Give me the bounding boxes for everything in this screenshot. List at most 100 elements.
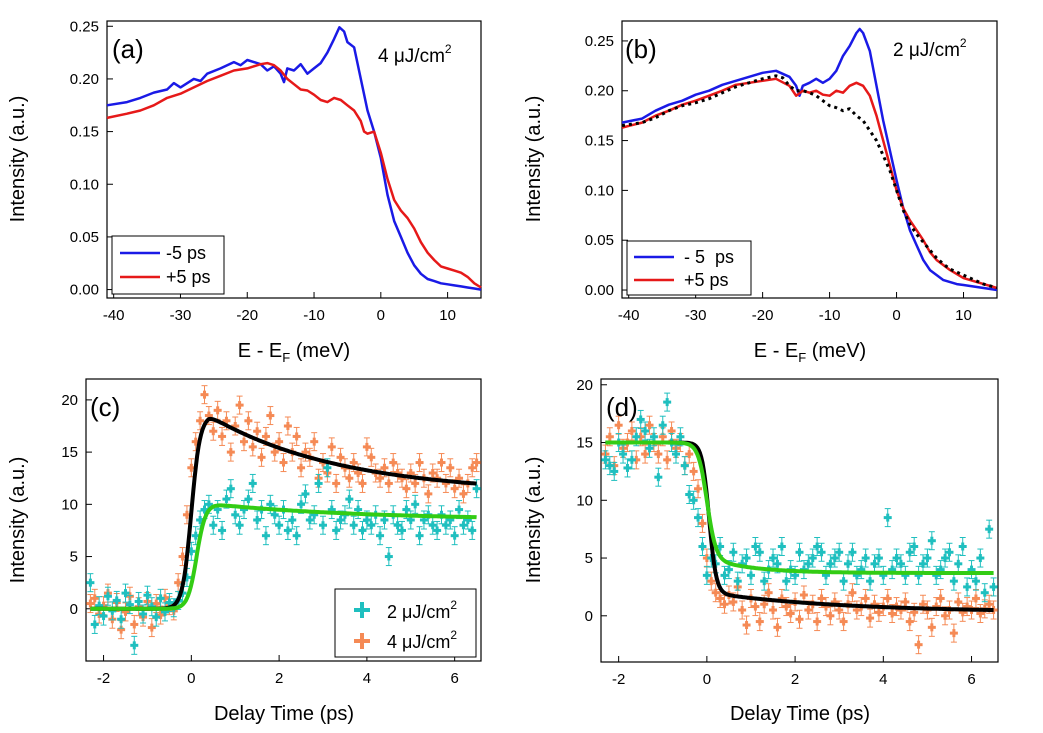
panel-c-point-cyan xyxy=(398,520,406,540)
panel-c-point-cyan xyxy=(301,484,310,504)
panel-c-point-orange xyxy=(459,484,468,504)
panel-a-legend: -5 ps +5 ps xyxy=(111,235,225,295)
panel-d-point-cyan xyxy=(923,548,932,568)
panel-d-point-cyan xyxy=(941,548,950,568)
panel-c-point-orange xyxy=(235,395,244,415)
panel-c-x-label: Delay Time (ps) xyxy=(214,703,354,725)
panel-c-y-tick-label: 10 xyxy=(61,496,78,513)
panel-d-label: (d) xyxy=(606,392,638,422)
panel-d-fit-black-line xyxy=(605,440,994,612)
panel-c-label: (c) xyxy=(90,392,120,422)
panel-c-point-cyan xyxy=(226,479,235,499)
panel-d-point-orange xyxy=(976,603,985,623)
panel-a-x-tick-label: 0 xyxy=(377,307,385,324)
panel-d-point-orange xyxy=(777,588,786,608)
panel-d-point-orange xyxy=(848,583,857,603)
panel-d-point-cyan xyxy=(817,542,826,562)
panel-c-legend-label-1: 2 μJ/cm2 xyxy=(387,598,457,622)
panel-d-point-cyan xyxy=(976,548,985,568)
panel-d-point-cyan xyxy=(782,571,791,591)
panel-c-point-orange xyxy=(257,447,266,467)
panel-a-x-tick-label: 10 xyxy=(439,307,456,324)
panel-c-point-cyan xyxy=(327,500,336,520)
panel-d-point-orange xyxy=(773,617,782,637)
panel-d-point-cyan xyxy=(821,565,830,585)
panel-a-y-tick-label: 0.25 xyxy=(70,18,99,35)
panel-d-y-tick-label: 0 xyxy=(585,608,593,625)
panel-d-point-orange xyxy=(711,583,720,603)
panel-c-point-cyan xyxy=(332,520,341,540)
panel-d-point-cyan xyxy=(945,542,954,562)
panel-c-point-orange xyxy=(196,411,205,431)
panel-c-point-cyan xyxy=(459,515,468,535)
panel-c-point-orange xyxy=(362,437,371,457)
panel-d-point-cyan xyxy=(610,461,619,481)
panel-d-point-orange xyxy=(645,415,654,435)
panel-c-point-cyan xyxy=(165,593,174,613)
panel-c-x-tick-label: -2 xyxy=(97,670,110,687)
panel-c-point-cyan xyxy=(152,607,161,627)
panel-d-point-cyan xyxy=(724,560,733,580)
panel-d-point-orange xyxy=(729,592,738,612)
panel-d-point-cyan xyxy=(813,536,822,556)
panel-d-point-cyan xyxy=(910,536,919,556)
panel-c-point-cyan xyxy=(463,510,472,530)
panel-d-x-tick-label: 6 xyxy=(967,671,975,688)
panel-d-point-orange xyxy=(830,592,839,612)
panel-c-point-orange xyxy=(147,618,156,638)
panel-c-point-cyan xyxy=(235,515,244,535)
panel-d-point-cyan xyxy=(892,548,901,568)
panel-d-point-cyan xyxy=(636,409,645,429)
panel-c-point-cyan xyxy=(349,515,358,535)
panel-c-point-cyan xyxy=(468,520,477,540)
panel-d-point-cyan xyxy=(689,490,698,510)
panel-a-legend-box xyxy=(111,235,225,295)
panel-d-point-cyan xyxy=(967,560,976,580)
panel-d-point-orange xyxy=(949,623,958,643)
panel-a-y-tick-label: 0.00 xyxy=(70,282,99,299)
panel-c-point-orange xyxy=(86,594,95,614)
panel-b-series xyxy=(621,27,998,292)
panel-c-point-cyan xyxy=(297,494,306,514)
panel-d-x-tick-label: 2 xyxy=(791,671,799,688)
panel-c-point-cyan xyxy=(288,510,297,530)
panel-c-point-orange xyxy=(283,416,292,436)
panel-d-point-cyan xyxy=(671,444,680,464)
panel-b-y-tick-label: 0.10 xyxy=(585,182,614,199)
panel-c-legend-marks xyxy=(354,602,370,649)
panel-a-x-tick-label: -40 xyxy=(103,307,125,324)
panel-b-label: (b) xyxy=(625,34,657,64)
panel-b-x-label: E - EF (meV) xyxy=(754,340,866,365)
panel-d-point-orange xyxy=(927,617,936,637)
panel-c-point-orange xyxy=(226,442,235,462)
panel-d-point-cyan xyxy=(808,548,817,568)
panel-c-legend-box xyxy=(334,588,477,658)
panel-d-ticks: -2 0 2 4 6 0 5 10 15 20 xyxy=(576,377,975,688)
panel-d-point-orange xyxy=(932,597,941,617)
panel-b-series-blue-line xyxy=(621,27,998,292)
panel-c-point-cyan xyxy=(411,494,420,514)
panel-a-plot-frame xyxy=(106,20,482,299)
panel-d-point-orange xyxy=(689,461,698,481)
panel-c-point-cyan xyxy=(261,526,270,546)
panel-d-point-cyan xyxy=(901,565,910,585)
panel-d-point-cyan xyxy=(905,542,914,562)
panel-b-y-tick-label: 0.00 xyxy=(585,282,614,299)
panel-c-point-cyan xyxy=(156,588,165,608)
panel-c-point-orange xyxy=(389,453,398,473)
panel-b-annotation: 2 μJ/cm2 xyxy=(893,36,967,61)
panel-d-point-cyan xyxy=(835,542,844,562)
panel-d-point-cyan xyxy=(680,456,689,476)
panel-d-point-orange xyxy=(936,588,945,608)
panel-d-y-tick-label: 20 xyxy=(576,377,593,394)
panel-a-x-label: E - EF (meV) xyxy=(238,340,350,365)
panel-a-legend-label-2: +5 ps xyxy=(166,267,211,287)
panel-d-point-orange xyxy=(764,583,773,603)
panel-c-point-orange xyxy=(152,594,161,614)
panel-d-point-orange xyxy=(614,415,623,435)
panel-d-point-orange xyxy=(795,609,804,629)
panel-c-point-orange xyxy=(297,458,306,478)
panel-b-x-tick-label: -10 xyxy=(819,307,841,324)
panel-d-point-cyan xyxy=(830,548,839,568)
panel-b-series-red-line xyxy=(621,77,998,290)
